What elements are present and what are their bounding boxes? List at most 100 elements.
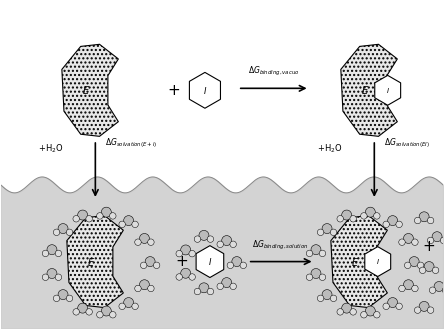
Text: +: + [176,254,188,269]
Circle shape [404,262,411,268]
Circle shape [396,303,402,310]
Circle shape [86,309,92,315]
Circle shape [412,285,418,292]
Text: $I$: $I$ [203,85,207,96]
Circle shape [86,215,92,222]
Circle shape [66,295,73,302]
Circle shape [306,250,313,257]
Polygon shape [190,72,221,108]
Circle shape [181,268,190,278]
Circle shape [199,283,209,293]
Text: $E$: $E$ [82,84,90,96]
Circle shape [317,229,324,236]
Circle shape [97,312,103,318]
Polygon shape [331,215,387,308]
Circle shape [55,274,62,281]
Circle shape [47,245,57,255]
Text: +: + [423,239,436,254]
Circle shape [434,282,444,291]
Circle shape [399,239,405,245]
Circle shape [319,250,326,257]
Circle shape [181,245,190,255]
Circle shape [337,215,344,222]
Circle shape [132,221,139,228]
Circle shape [361,312,367,318]
Circle shape [139,234,150,243]
Circle shape [330,229,337,236]
Circle shape [123,298,134,308]
Text: +H$_2$O: +H$_2$O [317,142,342,155]
Circle shape [58,224,68,234]
Circle shape [217,283,223,290]
Text: +: + [168,83,180,98]
Circle shape [240,262,246,268]
Circle shape [207,236,214,242]
Circle shape [350,215,357,222]
Circle shape [388,298,398,308]
Text: $E$: $E$ [351,256,359,267]
Circle shape [227,262,234,268]
Circle shape [110,312,116,318]
Circle shape [53,295,60,302]
Circle shape [101,306,111,316]
Circle shape [73,309,79,315]
Circle shape [176,250,182,257]
Circle shape [337,309,344,315]
Circle shape [429,287,436,293]
Circle shape [342,303,352,313]
Circle shape [428,217,434,224]
Circle shape [194,236,201,242]
Circle shape [97,213,103,219]
Circle shape [388,215,398,226]
Circle shape [428,237,434,244]
Circle shape [417,262,424,268]
Circle shape [342,210,352,220]
Circle shape [361,213,367,219]
Circle shape [47,268,57,278]
Circle shape [311,268,321,278]
Circle shape [58,290,68,300]
Circle shape [110,213,116,219]
Circle shape [176,274,182,280]
Circle shape [42,250,49,257]
Circle shape [55,250,62,257]
Text: $I$: $I$ [208,256,212,267]
Circle shape [189,274,195,280]
Circle shape [217,241,223,247]
Circle shape [73,215,79,222]
Circle shape [383,303,389,310]
Circle shape [442,287,444,293]
Polygon shape [196,246,224,278]
Circle shape [140,262,147,268]
Circle shape [404,280,413,290]
Circle shape [311,245,321,255]
Circle shape [230,241,236,247]
Circle shape [78,210,87,220]
Circle shape [199,230,209,240]
Circle shape [194,288,201,295]
Polygon shape [67,215,123,308]
Circle shape [148,239,154,245]
Circle shape [135,239,141,245]
Circle shape [440,237,444,244]
Text: $\Delta G_{binding,vacuo}$: $\Delta G_{binding,vacuo}$ [248,65,299,78]
Circle shape [365,306,375,316]
Circle shape [373,312,380,318]
Circle shape [414,307,421,313]
Circle shape [42,274,49,281]
Circle shape [424,262,434,271]
Circle shape [322,290,332,300]
Circle shape [412,239,418,245]
Text: $E$: $E$ [87,256,95,267]
Circle shape [139,280,150,290]
Text: $\Delta G_{binding,solution}$: $\Delta G_{binding,solution}$ [252,239,309,252]
Circle shape [409,257,419,266]
Polygon shape [375,75,400,105]
Circle shape [432,267,439,273]
Circle shape [383,221,389,228]
Circle shape [319,274,326,281]
Circle shape [419,212,429,222]
Circle shape [189,250,195,257]
Text: $I$: $I$ [376,257,380,266]
Circle shape [135,285,141,292]
